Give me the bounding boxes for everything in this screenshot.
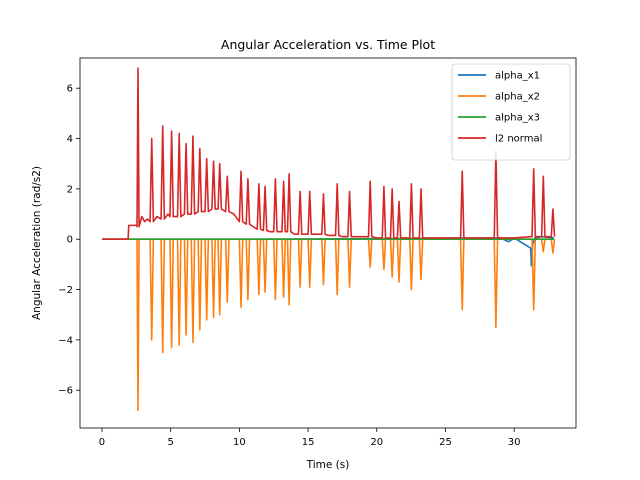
y-tick-label: −4	[58, 335, 73, 346]
x-axis: 0 5 10 15 20 25 30	[99, 428, 521, 448]
x-tick-label: 20	[370, 437, 383, 448]
legend-label: l2 normal	[495, 134, 542, 145]
x-tick-label: 5	[167, 437, 173, 448]
y-axis: −6 −4 −2 0 2 4 6	[58, 84, 80, 397]
y-tick-label: −2	[58, 285, 73, 296]
x-tick-label: 10	[233, 437, 246, 448]
y-tick-label: 2	[67, 184, 73, 195]
legend: alpha_x1 alpha_x2 alpha_x3 l2 normal	[451, 63, 571, 161]
legend-label: alpha_x2	[495, 92, 540, 103]
x-tick-label: 25	[439, 437, 452, 448]
plot-lines	[101, 67, 556, 412]
y-axis-label: Angular Acceleration (rad/s2)	[31, 166, 43, 320]
plot-frame	[79, 57, 577, 429]
legend-label: alpha_x1	[495, 71, 540, 82]
x-axis-label: Time (s)	[306, 459, 350, 471]
chart-title: Angular Acceleration vs. Time Plot	[221, 37, 435, 52]
y-tick-label: 6	[67, 84, 73, 95]
legend-label: alpha_x3	[495, 113, 540, 124]
y-tick-label: 4	[67, 134, 73, 145]
series-line-4	[101, 67, 556, 241]
y-tick-label: −6	[58, 386, 73, 397]
x-tick-label: 30	[508, 437, 521, 448]
x-tick-label: 15	[302, 437, 315, 448]
x-tick-label: 0	[99, 437, 105, 448]
y-tick-label: 0	[67, 235, 73, 246]
legend-box	[451, 63, 571, 161]
